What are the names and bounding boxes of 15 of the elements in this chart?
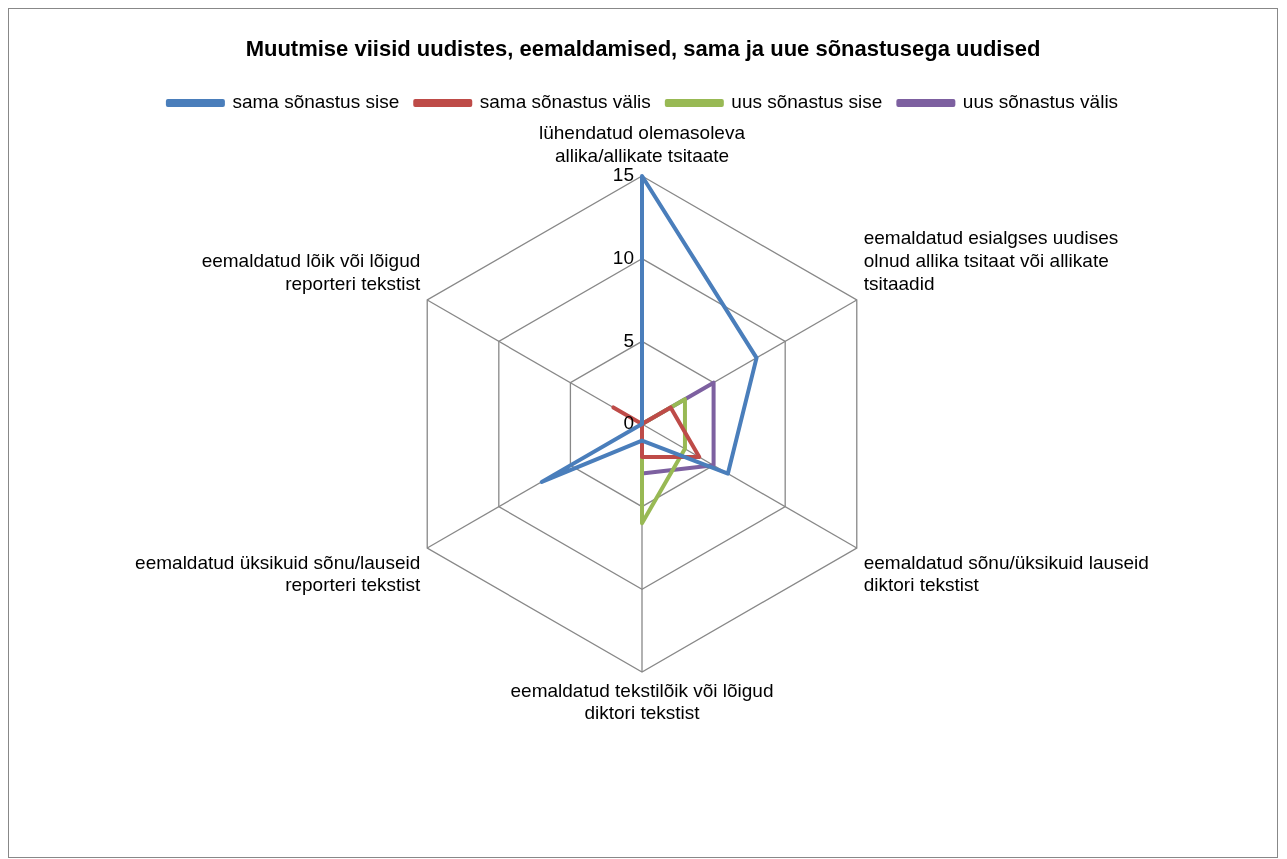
legend-label: uus sõnastus sise [731, 91, 883, 113]
y-tick-label: 5 [623, 329, 634, 351]
y-tick-label: 15 [612, 164, 634, 186]
spoke-label: eemaldatud üksikuid sõnu/lauseid reporteri tekstist [135, 551, 422, 596]
spoke-label: eemaldatud tekstilõik või lõigud diktori tekstist [510, 679, 774, 724]
spoke-label: eemaldatud sõnu/üksikuid lauseid diktori tekstist [863, 551, 1149, 596]
y-tick-label: 0 [623, 412, 634, 434]
legend-label: uus sõnastus välis [962, 91, 1119, 113]
legend-label: sama sõnastus välis [479, 91, 651, 113]
chart-title: Muutmise viisid uudistes, eemaldamised, sama ja uue sõnastusega uudised [245, 36, 1041, 62]
legend-label: sama sõnastus sise [232, 91, 400, 113]
spoke-label: eemaldatud lõik või lõigud reporteri tekstist [201, 250, 422, 294]
y-tick-label: 10 [612, 246, 634, 268]
spoke-label: lühendatud olemasoleva allika/allikate tsitaate [539, 122, 746, 166]
spoke-label: eemaldatud esialgses uudises olnud allika tsitaat või allikate tsitaadid [863, 227, 1119, 294]
